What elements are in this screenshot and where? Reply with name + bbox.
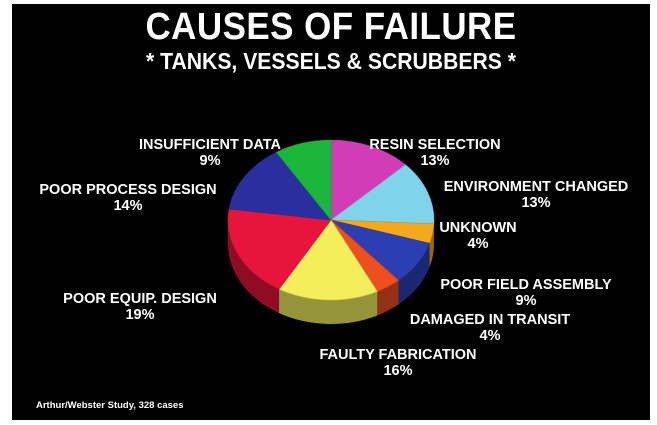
label-poor-field-assembly: POOR FIELD ASSEMBLY 9%	[440, 277, 611, 309]
source-note: Arthur/Webster Study, 328 cases	[36, 400, 184, 411]
slice-percent: 9%	[199, 153, 221, 169]
slice-label-text: FAULTY FABRICATION	[319, 347, 477, 363]
pie-side-2	[429, 223, 434, 268]
pie-side-5	[279, 289, 378, 325]
slice-label-text: UNKNOWN	[439, 220, 517, 236]
slice-label-text: RESIN SELECTION	[369, 137, 501, 153]
pie-slice-faulty-fabrication	[278, 219, 378, 301]
slice-percent: 4%	[467, 236, 489, 252]
label-faulty-fabrication: FAULTY FABRICATION 16%	[319, 347, 476, 379]
label-damaged-in-transit: DAMAGED IN TRANSIT 4%	[410, 312, 570, 344]
pie-chart	[227, 139, 435, 325]
pie-slice-environment-changed	[330, 164, 435, 225]
chart-subtitle: * TANKS, VESSELS & SCRUBBERS *	[146, 48, 516, 74]
pie-slice-poor-process-design	[228, 151, 332, 221]
pie-slice-resin-selection	[330, 139, 406, 221]
slice-percent: 14%	[113, 198, 143, 214]
label-poor-process-design: POOR PROCESS DESIGN 14%	[39, 182, 216, 214]
label-unknown: UNKNOWN 4%	[439, 220, 516, 252]
slice-percent: 13%	[420, 153, 450, 169]
slice-label-text: POOR FIELD ASSEMBLY	[440, 277, 612, 293]
slice-percent: 4%	[479, 328, 501, 344]
label-environment-changed: ENVIRONMENT CHANGED 13%	[444, 179, 628, 211]
pie-side-4	[377, 280, 399, 316]
pie-slice-poor-equip-design	[227, 208, 332, 290]
pie-slice-insufficient-data	[275, 139, 332, 221]
slice-percent: 13%	[521, 195, 551, 211]
slice-label-text: POOR EQUIP. DESIGN	[63, 291, 217, 307]
slice-percent: 16%	[383, 363, 413, 379]
slice-label-text: DAMAGED IN TRANSIT	[409, 312, 571, 328]
label-poor-equip-design: POOR EQUIP. DESIGN 19%	[63, 291, 217, 323]
slice-percent: 9%	[515, 293, 537, 309]
pie-side-6	[228, 220, 280, 314]
slice-percent: 19%	[125, 307, 155, 323]
label-resin-selection: RESIN SELECTION 13%	[369, 137, 500, 169]
chart-slide: CAUSES OF FAILURE * TANKS, VESSELS & SCR…	[12, 4, 650, 420]
slice-label-text: INSUFFICIENT DATA	[138, 137, 282, 153]
label-insufficient-data: INSUFFICIENT DATA 9%	[139, 137, 281, 169]
slice-label-text: POOR PROCESS DESIGN	[39, 182, 217, 198]
slice-label-text: ENVIRONMENT CHANGED	[443, 179, 629, 195]
chart-title: CAUSES OF FAILURE	[145, 6, 517, 48]
pie-side-3	[398, 243, 430, 305]
